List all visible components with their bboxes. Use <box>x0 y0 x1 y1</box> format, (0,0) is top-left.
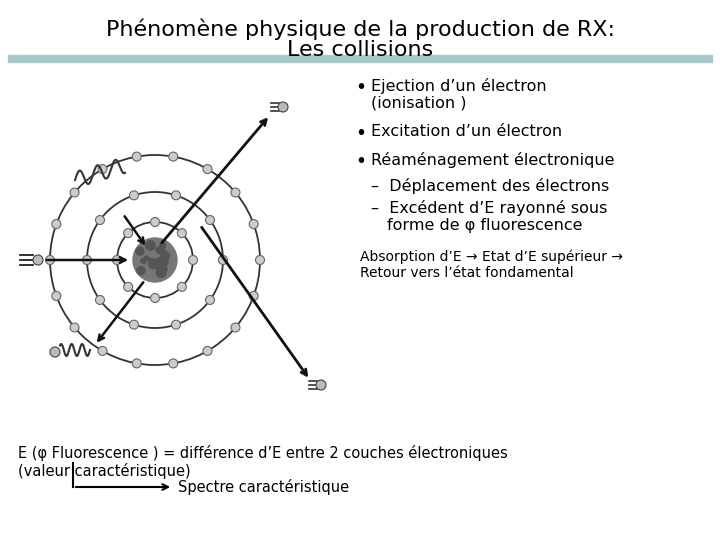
Circle shape <box>156 247 163 253</box>
Circle shape <box>96 295 104 305</box>
Text: –  Déplacement des électrons: – Déplacement des électrons <box>371 178 609 194</box>
Circle shape <box>70 188 79 197</box>
Circle shape <box>146 241 156 250</box>
Circle shape <box>132 359 141 368</box>
Text: Phénomène physique de la production de RX:: Phénomène physique de la production de R… <box>106 18 614 39</box>
Circle shape <box>171 191 181 200</box>
Text: (valeur caractéristique): (valeur caractéristique) <box>18 463 191 479</box>
Circle shape <box>158 268 163 274</box>
Circle shape <box>205 295 215 305</box>
Circle shape <box>156 268 166 278</box>
Circle shape <box>98 347 107 355</box>
Circle shape <box>148 258 153 264</box>
Text: Excitation d’un électron: Excitation d’un électron <box>371 124 562 139</box>
Circle shape <box>161 252 169 260</box>
Circle shape <box>189 255 197 265</box>
Text: Absorption d’E → Etat d’E supérieur →: Absorption d’E → Etat d’E supérieur → <box>360 250 623 265</box>
Circle shape <box>112 255 122 265</box>
Text: Retour vers l’état fondamental: Retour vers l’état fondamental <box>360 266 574 280</box>
Circle shape <box>52 220 60 228</box>
Circle shape <box>203 165 212 173</box>
Bar <box>8 55 712 62</box>
Circle shape <box>137 267 145 275</box>
Circle shape <box>150 294 160 302</box>
Text: Ejection d’un électron: Ejection d’un électron <box>371 78 546 94</box>
Text: Les collisions: Les collisions <box>287 40 433 60</box>
Text: •: • <box>355 124 366 143</box>
Circle shape <box>141 258 146 264</box>
Circle shape <box>124 228 132 238</box>
Circle shape <box>132 152 141 161</box>
Circle shape <box>249 292 258 300</box>
Circle shape <box>168 152 178 161</box>
Circle shape <box>161 261 167 266</box>
Text: Réaménagement électronique: Réaménagement électronique <box>371 152 614 168</box>
Circle shape <box>124 282 132 292</box>
Text: (ionisation ): (ionisation ) <box>371 96 467 111</box>
Circle shape <box>231 323 240 332</box>
Circle shape <box>203 347 212 355</box>
Circle shape <box>52 292 60 300</box>
Circle shape <box>70 323 79 332</box>
Circle shape <box>157 261 166 271</box>
Text: –  Excédent d’E rayonné sous: – Excédent d’E rayonné sous <box>371 200 608 216</box>
Circle shape <box>168 359 178 368</box>
Circle shape <box>156 258 165 266</box>
Text: E (φ Fluorescence ) = différence d’E entre 2 couches électroniques: E (φ Fluorescence ) = différence d’E ent… <box>18 445 508 461</box>
Circle shape <box>145 256 149 260</box>
Circle shape <box>316 380 326 390</box>
Circle shape <box>231 188 240 197</box>
Circle shape <box>130 191 138 200</box>
Circle shape <box>33 255 43 265</box>
Circle shape <box>96 215 104 225</box>
Circle shape <box>130 320 138 329</box>
Circle shape <box>161 249 166 254</box>
Circle shape <box>149 259 158 269</box>
Circle shape <box>218 255 228 265</box>
Circle shape <box>150 218 160 226</box>
Circle shape <box>159 257 168 266</box>
Circle shape <box>136 247 144 255</box>
Text: forme de φ fluorescence: forme de φ fluorescence <box>387 218 582 233</box>
Circle shape <box>83 255 91 265</box>
Circle shape <box>256 255 264 265</box>
Circle shape <box>278 102 288 112</box>
Circle shape <box>50 347 60 357</box>
Text: •: • <box>355 78 366 97</box>
Circle shape <box>249 220 258 228</box>
Circle shape <box>133 238 177 282</box>
Circle shape <box>98 165 107 173</box>
Text: •: • <box>355 152 366 171</box>
Circle shape <box>45 255 55 265</box>
Circle shape <box>177 228 186 238</box>
Circle shape <box>160 266 167 273</box>
Circle shape <box>177 282 186 292</box>
Text: Spectre caractéristique: Spectre caractéristique <box>178 479 349 495</box>
Circle shape <box>171 320 181 329</box>
Circle shape <box>160 242 166 248</box>
Circle shape <box>205 215 215 225</box>
